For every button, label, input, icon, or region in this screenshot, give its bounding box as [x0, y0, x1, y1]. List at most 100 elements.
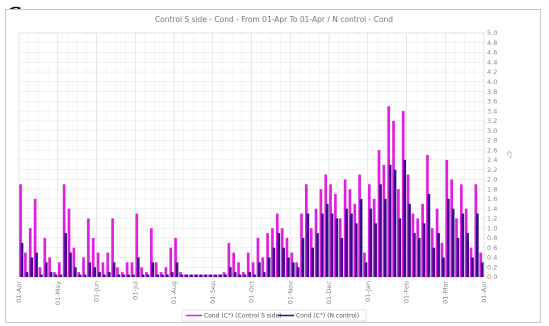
bar-n-control [175, 262, 179, 277]
bar-n-control [73, 267, 77, 277]
bar-control-s-side [353, 203, 357, 277]
bar-control-s-side [145, 272, 148, 277]
bar-control-s-side [38, 267, 42, 277]
bar-n-control [127, 274, 130, 277]
y-tick-label: 2.4 [487, 156, 497, 164]
bar-control-s-side [101, 262, 105, 277]
bar-control-s-side [48, 257, 51, 277]
y-tick-label: 0.8 [487, 234, 497, 242]
bar-n-control [437, 233, 440, 277]
bar-control-s-side [411, 213, 415, 277]
y-tick-label: 3.4 [487, 107, 497, 115]
bar-control-s-side [329, 184, 332, 277]
bar-control-s-side [62, 184, 66, 277]
y-tick-label: 0.0 [487, 273, 497, 281]
y-tick-label: 3.8 [487, 88, 497, 96]
bar-control-s-side [116, 267, 119, 277]
bar-control-s-side [174, 237, 177, 277]
bar-n-control [180, 274, 184, 277]
bar-n-control [49, 272, 53, 277]
bar-n-control [277, 233, 281, 277]
bar-n-control [442, 257, 445, 277]
bar-control-s-side [135, 213, 139, 277]
chart-title: Control S side - Cond - From 01-Apr To 0… [155, 15, 393, 24]
bar-n-control [321, 213, 324, 277]
bar-n-control [291, 262, 295, 277]
bar-n-control [64, 233, 67, 277]
bar-n-control [156, 274, 159, 277]
bar-n-control [311, 247, 314, 277]
bar-control-s-side [125, 262, 129, 277]
bar-control-s-side [33, 198, 37, 277]
bar-n-control [146, 274, 150, 277]
bar-n-control [54, 274, 58, 277]
bar-n-control [432, 247, 436, 277]
bar-control-s-side [474, 184, 478, 277]
x-tick-label: 01-Oct [248, 281, 256, 303]
y-axis-ticks: 0.0 0.20.4 0.6 0.8 1.01.2 1.4 1.6 1.82.0 2.2 2.4 2… [487, 29, 497, 281]
bar-n-control [480, 262, 484, 277]
bar-control-s-side [435, 208, 439, 277]
y-tick-label: 1.6 [487, 195, 497, 203]
bar-control-s-side [217, 274, 221, 277]
x-tick-label: 01-Sep [209, 281, 217, 304]
bar-control-s-side [77, 272, 81, 277]
bar-n-control [408, 203, 411, 277]
bar-control-s-side [377, 150, 381, 277]
bar-n-control [117, 274, 121, 277]
bar-n-control [296, 267, 300, 277]
x-tick-label: 01-Jun [93, 281, 101, 302]
bar-n-control [35, 252, 38, 277]
bar-control-s-side [82, 257, 85, 277]
y-tick-label: 2.6 [487, 146, 497, 154]
bar-control-s-side [140, 267, 143, 277]
x-tick-label: 01-Mar [441, 281, 449, 304]
bar-control-s-side [193, 274, 197, 277]
bar-control-s-side [363, 252, 366, 277]
y-tick-label: 4.2 [487, 68, 497, 76]
y-tick-label: 4.4 [487, 58, 497, 66]
bar-n-control [107, 272, 111, 277]
bar-control-s-side [430, 228, 434, 277]
bar-control-s-side [246, 252, 250, 277]
bar-n-control [44, 262, 48, 277]
bar-control-s-side [43, 237, 47, 277]
bar-n-control [93, 267, 97, 277]
x-tick-label: 01-Nov [286, 281, 294, 304]
bar-control-s-side [91, 237, 95, 277]
bar-n-control [287, 257, 290, 277]
bar-n-control [209, 274, 213, 277]
bar-control-s-side [300, 213, 303, 277]
bar-n-control [282, 247, 285, 277]
bar-control-s-side [222, 272, 226, 277]
bar-control-s-side [406, 174, 410, 277]
bar-n-control [466, 233, 469, 277]
y-tick-label: 0.4 [487, 254, 497, 262]
bar-control-s-side [416, 218, 420, 277]
bar-control-s-side [401, 111, 405, 277]
bar-n-control [359, 198, 363, 277]
bar-control-s-side [440, 242, 444, 277]
bar-control-s-side [242, 272, 245, 277]
x-tick-label: 01-Dec [325, 281, 333, 305]
bar-n-control [132, 274, 135, 277]
bar-n-control [151, 262, 155, 277]
y-tick-label: 3.2 [487, 117, 497, 125]
bar-n-control [398, 218, 402, 277]
bar-n-control [461, 213, 465, 277]
bar-control-s-side [72, 247, 76, 277]
bar-n-control [78, 274, 82, 277]
bar-control-s-side [421, 203, 424, 277]
y-tick-label: 5.0 [487, 29, 497, 37]
bar-n-control [262, 272, 266, 277]
bar-n-control [383, 198, 387, 277]
bar-control-s-side [271, 228, 274, 277]
bar-n-control [219, 274, 222, 277]
bar-control-s-side [24, 252, 27, 277]
x-tick-label: 01-Jan [364, 281, 372, 302]
x-tick-label: 01-Jul [131, 281, 139, 300]
bar-n-control [393, 169, 397, 277]
bar-control-s-side [266, 233, 269, 277]
chart-frame: Control S side - Cond - From 01-Apr To 0… [5, 9, 541, 323]
y-tick-label: 1.0 [487, 224, 497, 232]
